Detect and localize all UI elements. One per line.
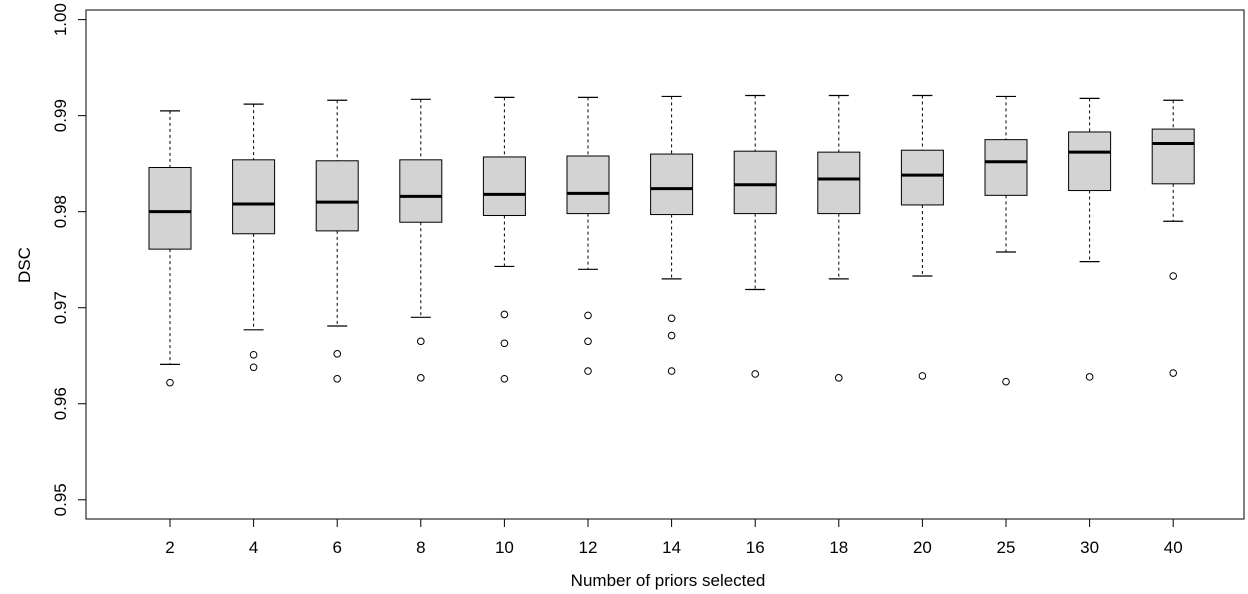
- y-axis-title: DSC: [15, 247, 34, 283]
- box-body: [650, 153, 694, 216]
- outlier-point: [333, 350, 342, 358]
- x-tick-label: 12: [579, 538, 598, 557]
- x-axis-title: Number of priors selected: [571, 571, 766, 590]
- x-tick-label: 8: [416, 538, 425, 557]
- outlier-point: [417, 374, 425, 382]
- box-body: [232, 159, 276, 235]
- outlier-point: [584, 311, 592, 320]
- box-group: [1151, 99, 1195, 377]
- box-body: [566, 155, 610, 215]
- y-tick-label: 1.00: [51, 3, 70, 36]
- x-tick-label: 2: [165, 538, 174, 557]
- x-tick-label: 4: [249, 538, 258, 557]
- outlier-point: [166, 378, 174, 387]
- outlier-point: [918, 372, 927, 380]
- box-body: [315, 160, 359, 232]
- outlier-point: [584, 337, 592, 346]
- x-axis: 2 4 6 8 10 12 14 16 18 20 25 30 40: [165, 518, 1183, 557]
- y-tick-label: 0.95: [51, 483, 70, 516]
- box-group: [817, 94, 861, 382]
- box-body: [817, 151, 861, 215]
- outlier-point: [500, 374, 509, 383]
- outlier-point: [500, 310, 509, 319]
- box-group: [399, 98, 443, 382]
- y-tick-label: 0.98: [51, 195, 70, 228]
- outlier-point: [667, 331, 676, 340]
- outlier-point: [1085, 373, 1094, 381]
- x-tick-label: 40: [1164, 538, 1183, 557]
- outlier-point: [667, 367, 676, 375]
- x-tick-label: 14: [662, 538, 681, 557]
- x-tick-label: 10: [495, 538, 514, 557]
- y-tick-label: 0.99: [51, 99, 70, 132]
- outlier-point: [500, 339, 509, 348]
- x-tick-label: 25: [997, 538, 1016, 557]
- outlier-point: [417, 337, 425, 346]
- outlier-point: [1002, 377, 1010, 386]
- x-tick-label: 18: [829, 538, 848, 557]
- box-body: [733, 150, 777, 215]
- box-body: [1068, 131, 1112, 192]
- plot-frame: [85, 9, 1245, 520]
- y-tick-label: 0.97: [51, 291, 70, 324]
- outlier-point: [1169, 369, 1177, 377]
- box-body: [1151, 128, 1195, 185]
- x-tick-label: 20: [913, 538, 932, 557]
- box-body: [900, 149, 944, 206]
- outlier-point: [1169, 272, 1177, 280]
- box-group: [650, 95, 694, 375]
- outlier-point: [249, 363, 258, 372]
- y-axis: 0.95 0.96 0.97 0.98 0.99 1.00: [51, 3, 86, 516]
- box-group: [566, 96, 610, 375]
- box-group: [482, 96, 526, 383]
- box-group: [900, 94, 944, 380]
- x-tick-label: 16: [746, 538, 765, 557]
- x-tick-label: 30: [1080, 538, 1099, 557]
- box-body: [482, 156, 526, 217]
- box-group: [148, 110, 192, 387]
- box-group: [315, 99, 359, 383]
- y-tick-label: 0.96: [51, 387, 70, 420]
- outlier-point: [835, 374, 843, 382]
- box-body: [399, 159, 443, 223]
- outlier-point: [667, 314, 676, 323]
- box-group: [1068, 97, 1112, 381]
- box-body: [148, 167, 192, 250]
- outlier-point: [333, 374, 342, 383]
- x-tick-label: 6: [332, 538, 341, 557]
- outlier-point: [249, 350, 258, 359]
- outlier-point: [584, 367, 592, 375]
- outlier-point: [751, 370, 760, 378]
- box-group: [733, 94, 777, 378]
- boxes: [148, 94, 1195, 387]
- box-group: [984, 95, 1028, 386]
- box-body: [984, 139, 1028, 196]
- box-group: [232, 103, 276, 372]
